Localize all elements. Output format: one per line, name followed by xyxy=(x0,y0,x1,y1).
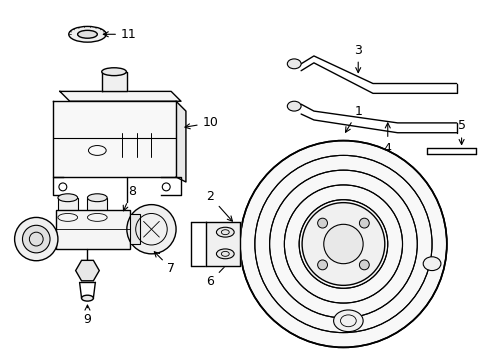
Ellipse shape xyxy=(58,194,78,202)
Bar xyxy=(56,210,129,249)
Text: 8: 8 xyxy=(123,185,136,211)
Circle shape xyxy=(359,218,368,228)
Text: 6: 6 xyxy=(206,259,232,288)
Ellipse shape xyxy=(216,249,234,259)
Circle shape xyxy=(126,204,176,254)
Text: 11: 11 xyxy=(103,28,137,41)
Polygon shape xyxy=(102,72,126,91)
Polygon shape xyxy=(205,222,240,266)
Bar xyxy=(58,198,78,217)
Circle shape xyxy=(302,203,384,285)
Text: 7: 7 xyxy=(154,252,175,275)
Circle shape xyxy=(317,260,327,270)
Circle shape xyxy=(323,224,363,264)
Bar xyxy=(129,215,140,244)
Ellipse shape xyxy=(287,59,301,69)
Ellipse shape xyxy=(287,101,301,111)
Ellipse shape xyxy=(78,30,97,38)
Ellipse shape xyxy=(333,310,363,332)
Polygon shape xyxy=(60,91,181,101)
Circle shape xyxy=(317,218,327,228)
Circle shape xyxy=(359,260,368,270)
Text: 5: 5 xyxy=(457,120,465,144)
Text: 9: 9 xyxy=(83,305,91,326)
Ellipse shape xyxy=(422,257,440,271)
Text: 1: 1 xyxy=(345,105,362,132)
Circle shape xyxy=(240,141,446,347)
Bar xyxy=(87,198,107,217)
Polygon shape xyxy=(76,260,99,281)
Ellipse shape xyxy=(102,68,126,76)
Circle shape xyxy=(15,217,58,261)
Text: 2: 2 xyxy=(206,190,232,221)
Circle shape xyxy=(22,225,50,253)
Ellipse shape xyxy=(87,194,107,202)
Text: 10: 10 xyxy=(184,116,218,129)
Polygon shape xyxy=(53,101,176,177)
Ellipse shape xyxy=(69,26,106,42)
Ellipse shape xyxy=(81,295,93,301)
Polygon shape xyxy=(176,101,185,182)
Text: 4: 4 xyxy=(383,123,391,155)
Ellipse shape xyxy=(216,227,234,237)
Text: 3: 3 xyxy=(353,44,362,73)
